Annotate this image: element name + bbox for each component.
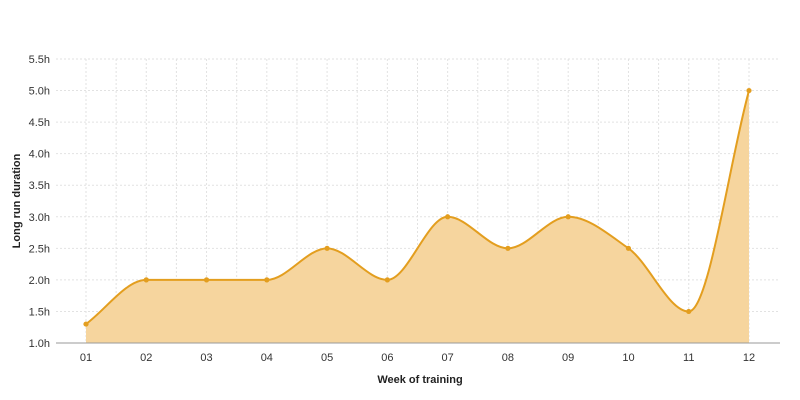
data-point-week-04 xyxy=(264,277,270,283)
y-tick-label: 3.0h xyxy=(29,212,50,224)
x-tick-label: 03 xyxy=(200,352,212,364)
y-tick-label: 1.0h xyxy=(29,338,50,350)
data-point-week-06 xyxy=(384,277,390,283)
x-tick-label: 09 xyxy=(562,352,574,364)
data-point-week-07 xyxy=(445,214,451,220)
y-tick-label: 5.0h xyxy=(29,86,50,98)
data-point-week-05 xyxy=(324,245,330,251)
x-tick-label: 06 xyxy=(381,352,393,364)
y-axis-title: Long run duration xyxy=(11,153,23,248)
data-point-week-12 xyxy=(746,87,752,94)
data-point-week-08 xyxy=(505,245,511,251)
data-point-week-10 xyxy=(625,245,632,251)
x-tick-label: 12 xyxy=(743,352,755,364)
data-point-week-01 xyxy=(83,321,89,327)
y-tick-label: 4.5h xyxy=(29,117,50,129)
x-tick-labels: 01 02 03 04 05 06 07 08 09 10 11 12 xyxy=(80,352,755,364)
x-axis-title: Week of training xyxy=(377,374,462,386)
x-tick-label: 11 xyxy=(683,352,694,364)
x-tick-label: 08 xyxy=(502,352,514,364)
y-tick-labels: 1.0h 1.5h 2.0h 2.5h 3.0h 3.5h 4.0h 4.5h 5.0h 5.5h xyxy=(29,54,50,350)
y-tick-label: 4.0h xyxy=(29,149,50,161)
data-point-week-11 xyxy=(686,308,692,315)
y-tick-label: 3.5h xyxy=(29,180,50,192)
y-tick-label: 2.0h xyxy=(29,275,50,287)
y-tick-label: 2.5h xyxy=(29,243,50,255)
data-point-week-03 xyxy=(203,277,210,283)
x-tick-label: 05 xyxy=(321,352,333,364)
y-tick-label: 1.5h xyxy=(29,306,50,318)
x-tick-label: 07 xyxy=(442,352,454,364)
data-point-week-09 xyxy=(565,214,571,220)
data-point-week-02 xyxy=(143,277,149,283)
x-tick-label: 01 xyxy=(80,352,92,364)
points-layer xyxy=(83,87,752,327)
y-tick-label: 5.5h xyxy=(29,54,50,66)
x-tick-label: 02 xyxy=(140,352,152,364)
x-tick-label: 04 xyxy=(261,352,273,364)
x-tick-label: 10 xyxy=(622,352,634,364)
